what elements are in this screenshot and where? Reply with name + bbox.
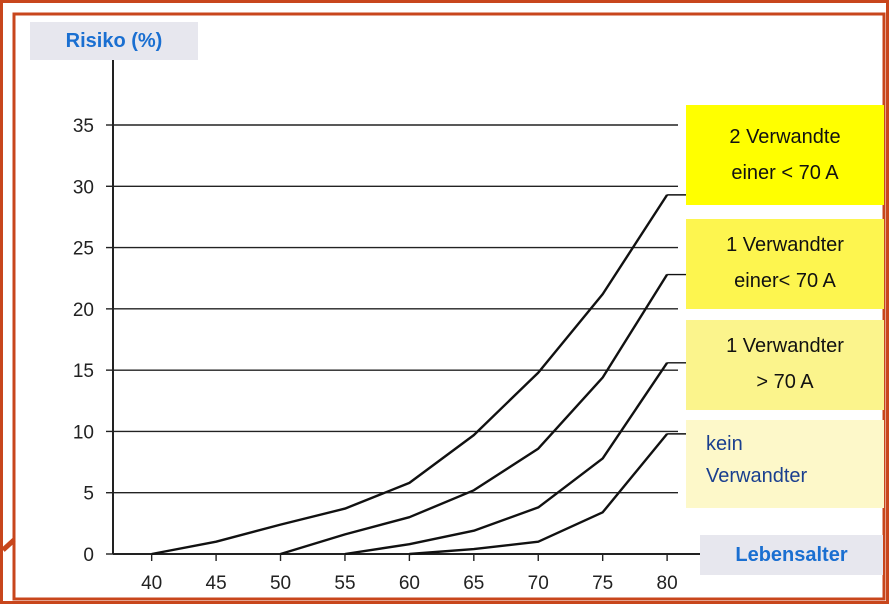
y-tick-label: 10 bbox=[73, 422, 94, 443]
x-tick-label: 50 bbox=[270, 573, 291, 594]
x-tick-label: 40 bbox=[141, 573, 162, 594]
x-tick-label: 80 bbox=[657, 573, 678, 594]
legend-line: 2 Verwandte bbox=[729, 126, 841, 148]
legend-line: einer< 70 A bbox=[734, 270, 836, 292]
legend-line: 1 Verwandter bbox=[726, 234, 844, 256]
legend-box-1-relative-over-70: 1 Verwandter > 70 A bbox=[686, 320, 884, 410]
inner-frame-border bbox=[12, 12, 886, 601]
x-axis-label: Lebensalter bbox=[700, 535, 883, 575]
legend-line: Verwandter bbox=[706, 465, 808, 487]
frame-accent bbox=[1, 538, 16, 552]
y-axis-label: Risiko (%) bbox=[30, 22, 198, 60]
legend-box-2-relatives-under-70: 2 Verwandte einer < 70 A bbox=[686, 105, 884, 205]
x-tick-label: 75 bbox=[592, 573, 613, 594]
legend-line: 1 Verwandter bbox=[726, 335, 844, 357]
series-line-0 bbox=[151, 194, 669, 556]
y-tick-label: 20 bbox=[73, 300, 94, 321]
legend-line: einer < 70 A bbox=[731, 162, 839, 184]
y-tick-label: 0 bbox=[83, 545, 94, 566]
y-tick-label: 15 bbox=[73, 361, 94, 382]
x-tick-label: 55 bbox=[334, 573, 355, 594]
y-tick-label: 5 bbox=[83, 484, 94, 505]
legend-box-no-relative: kein Verwandter bbox=[686, 420, 884, 508]
series-line-3 bbox=[409, 433, 669, 556]
y-tick-label: 30 bbox=[73, 177, 94, 198]
x-tick-label: 70 bbox=[528, 573, 549, 594]
legend-line: kein bbox=[706, 433, 743, 455]
y-tick-label: 25 bbox=[73, 239, 94, 260]
y-tick-label: 35 bbox=[73, 116, 94, 137]
series-line-2 bbox=[344, 362, 669, 556]
x-tick-label: 45 bbox=[206, 573, 227, 594]
x-tick-label: 60 bbox=[399, 573, 420, 594]
x-tick-label: 65 bbox=[463, 573, 484, 594]
legend-box-1-relative-under-70: 1 Verwandter einer< 70 A bbox=[686, 219, 884, 309]
legend-line: > 70 A bbox=[756, 371, 814, 393]
series-line-1 bbox=[280, 273, 669, 556]
